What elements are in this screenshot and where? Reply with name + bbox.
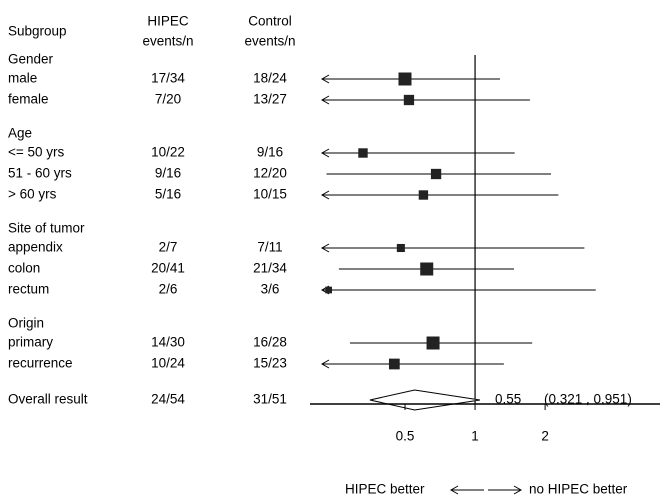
overall-diamond — [369, 389, 481, 411]
estimate-marker — [418, 190, 429, 200]
row-label: primary — [8, 335, 53, 350]
group-title: Gender — [8, 52, 54, 67]
ci-arrow-left — [320, 359, 330, 369]
group-title: Age — [8, 126, 32, 141]
row-control-events: 16/28 — [253, 335, 287, 350]
ci-arrow-left — [320, 190, 330, 200]
group-title: Site of tumor — [8, 221, 85, 236]
row-label: female — [8, 92, 49, 107]
overall-control-events: 31/51 — [253, 392, 287, 407]
row-label: <= 50 yrs — [8, 145, 65, 160]
ci-arrow-left — [320, 74, 330, 84]
row-control-events: 21/34 — [253, 261, 287, 276]
header-hipec-title: HIPEC — [147, 14, 189, 29]
row-hipec-events: 20/41 — [151, 261, 185, 276]
row-hipec-events: 10/24 — [151, 356, 185, 371]
header-control-subtitle: events/n — [244, 34, 295, 49]
overall-estimate-text: 0.55 — [495, 392, 521, 407]
estimate-marker — [398, 72, 412, 86]
row-control-events: 12/20 — [253, 166, 287, 181]
footer-left-label: HIPEC better — [345, 482, 425, 496]
row-label: male — [8, 71, 37, 86]
overall-ci-text: (0.321 , 0.951) — [544, 392, 632, 407]
estimate-marker — [420, 262, 434, 276]
row-hipec-events: 14/30 — [151, 335, 185, 350]
overall-hipec-events: 24/54 — [151, 392, 185, 407]
row-label: > 60 yrs — [8, 187, 57, 202]
estimate-marker — [358, 148, 368, 158]
ci-arrow-left — [320, 148, 330, 158]
row-label: colon — [8, 261, 40, 276]
footer-arrow-right — [488, 485, 523, 495]
row-hipec-events: 2/7 — [159, 240, 178, 255]
row-hipec-events: 7/20 — [155, 92, 181, 107]
footer-right-label: no HIPEC better — [529, 482, 628, 496]
row-control-events: 13/27 — [253, 92, 287, 107]
estimate-marker — [426, 336, 440, 350]
header-hipec-subtitle: events/n — [142, 34, 193, 49]
estimate-marker — [403, 94, 415, 106]
x-tick-label: 0.5 — [396, 429, 415, 444]
row-label: 51 - 60 yrs — [8, 166, 72, 181]
header-control-title: Control — [248, 14, 292, 29]
x-tick-label: 2 — [541, 429, 549, 444]
row-hipec-events: 2/6 — [159, 282, 178, 297]
row-hipec-events: 9/16 — [155, 166, 181, 181]
ci-arrow-left — [320, 95, 330, 105]
ci-arrow-left — [320, 243, 330, 253]
row-control-events: 3/6 — [261, 282, 280, 297]
footer-arrow-left — [449, 485, 484, 495]
header-subgroup: Subgroup — [8, 24, 67, 39]
row-control-events: 7/11 — [257, 240, 282, 255]
row-control-events: 18/24 — [253, 71, 287, 86]
row-control-events: 9/16 — [257, 145, 283, 160]
row-hipec-events: 17/34 — [151, 71, 185, 86]
estimate-marker — [325, 286, 333, 294]
row-control-events: 10/15 — [253, 187, 287, 202]
row-label: recurrence — [8, 356, 73, 371]
row-hipec-events: 10/22 — [151, 145, 185, 160]
overall-label: Overall result — [8, 392, 88, 407]
estimate-marker — [430, 168, 442, 180]
x-tick-label: 1 — [471, 429, 479, 444]
row-control-events: 15/23 — [253, 356, 287, 371]
row-label: appendix — [8, 240, 63, 255]
row-label: rectum — [8, 282, 49, 297]
estimate-marker — [396, 243, 405, 253]
group-title: Origin — [8, 316, 44, 331]
estimate-marker — [388, 358, 400, 370]
row-hipec-events: 5/16 — [155, 187, 181, 202]
